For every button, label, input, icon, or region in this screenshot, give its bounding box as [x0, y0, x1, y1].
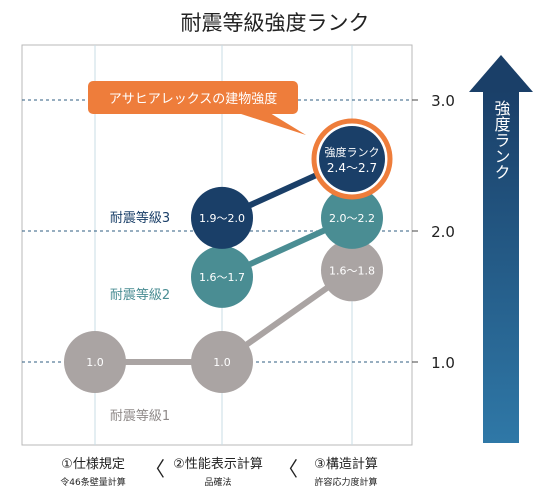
data-label: 1.0: [213, 356, 231, 369]
callout-text: アサヒアレックスの建物強度: [109, 91, 278, 107]
data-label: 1.0: [86, 356, 104, 369]
y-tick-labels: 1.0 2.0 3.0: [431, 92, 455, 372]
series-labels: 耐震等級1 耐震等級2 耐震等級3: [110, 210, 170, 424]
data-label: 2.4～2.7: [327, 161, 377, 175]
plot-area: [21, 44, 413, 446]
y-tick-label: 1.0: [431, 354, 455, 372]
x-category-sublabel: 品確法: [204, 476, 231, 488]
x-category-label: ③構造計算: [314, 456, 378, 472]
x-category-label: ②性能表示計算: [173, 456, 263, 472]
x-category-label: ①仕様規定: [61, 457, 125, 472]
callout-pointer: [238, 113, 306, 135]
chart-title: 耐震等級強度ランク: [181, 11, 370, 35]
data-label: 1.9～2.0: [199, 212, 245, 225]
series-markers: 1.0 1.0 1.6～1.8 1.6～1.7 2.0～2.2 1.9～2.0 強度ランク 2…: [64, 118, 393, 393]
series-name-label: 耐震等級3: [110, 210, 170, 226]
callout-box: [88, 81, 298, 114]
data-label: 2.0～2.2: [329, 212, 375, 225]
data-label: 1.6～1.7: [199, 271, 245, 284]
data-label: 1.6～1.8: [329, 264, 375, 277]
data-point-marker: [321, 239, 383, 302]
data-point-marker: [191, 331, 253, 393]
data-point-marker: [319, 125, 385, 192]
x-category-sublabel: 許容応力度計算: [314, 476, 377, 488]
category-separator: 〈: [278, 457, 298, 481]
y-tick-label: 2.0: [431, 223, 455, 241]
strength-arrow: 強度ランク: [469, 55, 533, 443]
data-point-marker: [321, 186, 383, 249]
callout: アサヒアレックスの建物強度: [88, 81, 306, 135]
data-point-marker: [191, 245, 253, 308]
data-point-marker: [191, 186, 253, 249]
series-name-label: 耐震等級1: [110, 408, 170, 424]
category-separator: 〈: [145, 457, 165, 481]
arrow-label: 強度ランク: [492, 100, 511, 180]
y-tick-label: 3.0: [431, 92, 455, 110]
x-category-sublabel: 令46条壁量計算: [60, 476, 125, 488]
data-point-marker: [64, 331, 126, 393]
data-label: 強度ランク: [325, 145, 380, 159]
series-name-label: 耐震等級2: [110, 287, 170, 303]
